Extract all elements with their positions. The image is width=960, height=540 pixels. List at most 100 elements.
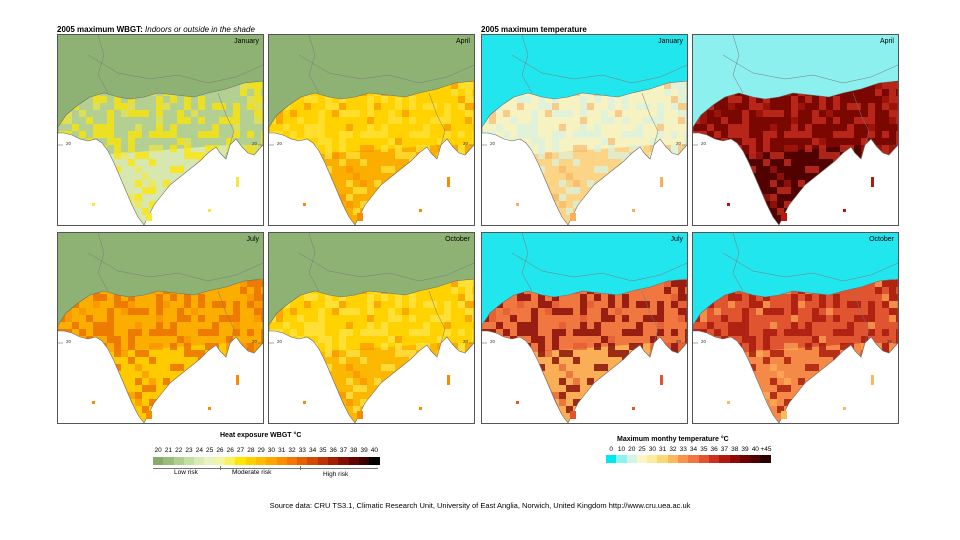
risk-label-low: Low risk [174,469,198,476]
wbgt-section-title: 2005 maximum WBGT: Indoors or outside in… [57,25,255,34]
island [843,407,846,410]
risk-axis-line [153,468,378,469]
legend-tick-label: 30 [267,447,276,454]
legend-tick-label: 34 [308,447,317,454]
legend-swatch [286,457,298,465]
border-line [641,92,659,146]
latitude-label: 20 [887,339,893,344]
border-line [308,233,320,292]
northern-region [58,35,263,127]
northern-region [693,35,898,127]
legend-swatch [307,457,318,465]
legend-tick-label: 24 [195,447,203,454]
legend-swatch [173,457,184,465]
latitude-label: 20 [701,339,707,344]
legend-tick-label: 27 [236,447,245,454]
latitude-label: 20 [252,141,258,146]
legend-swatch [225,457,236,465]
wbgt-map-january: January 20 20 [57,34,264,226]
legend-tick-label: 25 [206,447,214,454]
temp-map-april: April 20 20 [692,34,899,226]
legend-swatch [688,455,699,463]
risk-label-moderate: Moderate risk [232,469,272,476]
legend-tick-label: 26 [216,447,224,454]
temp-map-july: July 20 20 [481,232,688,424]
legend-swatch [204,457,215,465]
wbgt-map-october: October 20 20 [268,232,475,424]
border-line [308,35,320,94]
legend-swatch [678,455,689,463]
temp-map-october: October 20 20 [692,232,899,424]
coastline [269,80,474,225]
legend-swatch [719,455,730,463]
latitude-label: 20 [676,339,682,344]
latitude-label: 20 [277,339,283,344]
island [447,375,450,385]
island [146,213,152,221]
island [660,177,663,187]
island [781,411,787,419]
legend-swatch [729,455,740,463]
border-line [428,290,446,344]
border-line [732,35,744,94]
legend-swatch [328,457,339,465]
legend-tick-label: 40 [370,447,378,454]
northern-region [58,233,263,325]
temp-title-bold: 2005 maximum temperature [481,25,587,34]
legend-swatch [708,455,720,463]
risk-label-high: High risk [323,471,349,478]
map-graphic [482,233,687,423]
legend-swatch [235,457,246,465]
legend-tick-label: 36 [329,447,337,454]
legend-swatch [657,455,668,463]
legend-swatch [698,455,709,463]
legend-tick-label: 29 [257,447,265,454]
legend-tick-label: 30 [648,446,656,453]
legend-swatch [606,455,617,463]
wbgt-title-italic: Indoors or outside in the shade [145,25,255,34]
island [843,209,846,212]
border-line [87,54,263,84]
temp-legend-ticks: 0 10 20 25 30 31 32 33 34 35 36 37 38 39 40 +45 [606,446,771,453]
legend-tick-label: 31 [659,446,667,453]
legend-swatch [194,457,205,465]
island [781,213,787,221]
island [208,209,211,212]
island [871,375,874,385]
legend-swatch [739,455,751,463]
legend-swatch [750,455,761,463]
temp-legend-title: Maximum monthy temperature °C [617,436,729,443]
map-graphic [269,233,474,423]
legend-swatch [369,457,380,465]
legend-tick-label: 23 [185,447,193,454]
temp-legend-swatches [606,455,771,463]
legend-tick-label: 40 [751,446,759,453]
legend-swatch [647,455,658,463]
legend-swatch [348,457,359,465]
temp-section-title: 2005 maximum temperature [481,25,587,34]
island [871,177,874,187]
legend-tick-label: 38 [350,447,358,454]
legend-tick-label: 33 [679,446,687,453]
legend-tick-label: 35 [700,446,708,453]
legend-swatch [358,457,370,465]
coastline [58,80,263,225]
legend-swatch [338,457,349,465]
border-line [852,92,870,146]
legend-swatch [163,457,174,465]
border-line [521,35,533,94]
latitude-label: 20 [277,141,283,146]
wbgt-legend-swatches [153,457,380,465]
wbgt-map-april: April 20 20 [268,34,475,226]
panel-month-label: April [455,38,470,45]
legend-tick-label: 26 [226,447,234,454]
island [570,411,576,419]
legend-tick-label: +45 [760,446,772,453]
wbgt-title-bold: 2005 maximum WBGT: [57,25,143,34]
border-line [298,252,474,282]
legend-tick-label: 20 [154,447,162,454]
legend-swatch [636,455,648,463]
border-line [722,54,898,84]
border-line [732,233,744,292]
legend-swatch [153,457,164,465]
